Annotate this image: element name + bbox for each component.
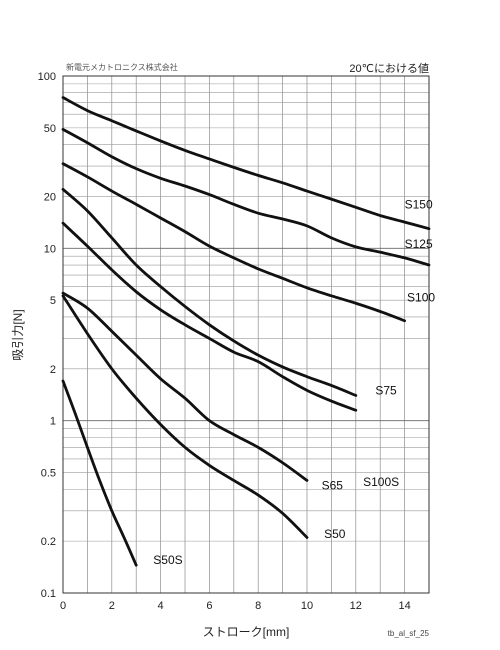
grid	[63, 76, 429, 593]
x-tick-label: 8	[255, 600, 261, 612]
x-tick-label: 4	[158, 600, 164, 612]
series-line-s75	[61, 187, 358, 397]
series-label-s50: S50	[324, 527, 346, 541]
temperature-note: 20℃における値	[349, 62, 429, 75]
x-tick-label: 6	[206, 600, 212, 612]
figure-code: tb_al_sf_25	[388, 629, 430, 638]
series-line-s150	[61, 96, 431, 231]
series-label-s150: S150	[405, 197, 433, 211]
series-line-s100	[61, 162, 406, 323]
y-tick-labels: 100 50 20 10 5 2 1 0.5 0.2 0.1	[38, 71, 56, 600]
series-line-s65	[61, 291, 309, 482]
x-tick-label: 14	[398, 600, 410, 612]
y-tick-label: 10	[44, 243, 56, 255]
y-tick-label: 0.1	[41, 588, 56, 600]
y-tick-label: 100	[38, 71, 56, 83]
y-tick-label: 0.2	[41, 536, 56, 548]
y-tick-label: 1	[50, 416, 56, 428]
x-tick-label: 0	[60, 600, 66, 612]
plot-frame	[62, 75, 430, 594]
company-name: 新電元メカトロニクス株式会社	[66, 62, 178, 72]
series-label-s100s: S100S	[363, 475, 399, 489]
x-axis-title: ストローク[mm]	[203, 625, 290, 639]
x-tick-label: 12	[350, 600, 362, 612]
series-label-s125: S125	[405, 237, 433, 251]
y-tick-label: 20	[44, 191, 56, 203]
y-tick-label: 2	[50, 364, 56, 376]
y-tick-label: 5	[50, 295, 56, 307]
series-line-s50	[61, 294, 309, 539]
series-line-s100s	[61, 221, 358, 412]
series-label-s75: S75	[375, 383, 397, 397]
series-line-s50s	[61, 379, 138, 567]
series-label-s100: S100	[407, 290, 435, 304]
y-tick-label: 0.5	[41, 468, 56, 480]
x-tick-labels: 0 2 4 6 8 10 12 14	[60, 600, 411, 612]
y-axis-title: 吸引力[N]	[11, 309, 25, 360]
series-label-s50s: S50S	[153, 553, 182, 567]
series-line-s125	[61, 127, 431, 267]
x-tick-label: 10	[301, 600, 313, 612]
series-layer: S150 S125 S100 S75 S100S S65 S50 S50S	[61, 96, 435, 567]
x-tick-label: 2	[109, 600, 115, 612]
y-tick-label: 50	[44, 123, 56, 135]
series-label-s65: S65	[322, 479, 344, 493]
